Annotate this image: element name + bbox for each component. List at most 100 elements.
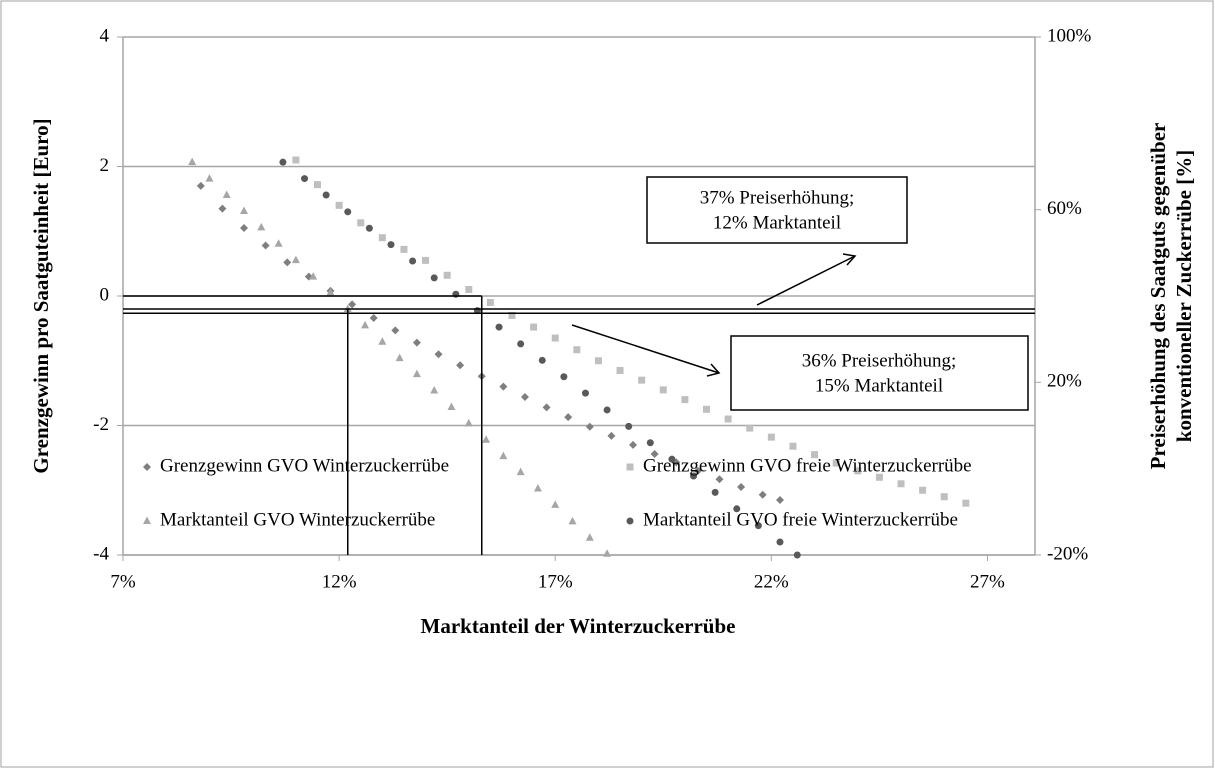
marker-square bbox=[378, 234, 386, 242]
legend-label: Marktanteil GVO freie Winterzuckerrübe bbox=[643, 509, 958, 530]
marker-square bbox=[681, 396, 689, 404]
marker-circle bbox=[387, 241, 395, 249]
arrow bbox=[756, 255, 856, 306]
marker-square bbox=[703, 405, 711, 413]
marker-square bbox=[443, 271, 451, 279]
marker-diamond bbox=[585, 422, 594, 431]
marker-square bbox=[465, 286, 473, 294]
legend-label: Marktanteil GVO Winterzuckerrübe bbox=[160, 509, 435, 530]
marker-square bbox=[422, 256, 430, 264]
marker-diamond bbox=[434, 350, 443, 359]
marker-circle bbox=[322, 191, 330, 199]
annotation-box bbox=[730, 335, 1029, 411]
marker-triangle bbox=[395, 353, 404, 362]
marker-circle bbox=[733, 505, 741, 513]
marker-diamond bbox=[456, 361, 465, 370]
arrow-head bbox=[706, 363, 721, 377]
marker-diamond bbox=[283, 258, 292, 267]
marker-square bbox=[551, 334, 559, 342]
marker-square bbox=[854, 467, 862, 475]
annotation-box bbox=[646, 176, 908, 244]
marker-triangle bbox=[585, 533, 594, 541]
annotation-text: 36% Preiserhöhung; bbox=[802, 350, 957, 371]
marker-square bbox=[659, 386, 667, 394]
marker-triangle bbox=[464, 418, 473, 427]
marker-triangle bbox=[205, 174, 214, 182]
marker-circle bbox=[581, 389, 589, 397]
marker-diamond bbox=[391, 326, 400, 335]
marker-diamond bbox=[564, 413, 573, 422]
marker-square bbox=[335, 201, 343, 209]
y2-axis-title: konventioneller Zuckerrübe [%] bbox=[1172, 150, 1196, 442]
marker-diamond bbox=[218, 204, 227, 213]
marker-square bbox=[897, 480, 905, 488]
marker-square bbox=[724, 415, 732, 423]
marker-diamond bbox=[143, 463, 151, 471]
marker-diamond bbox=[607, 431, 616, 440]
marker-circle bbox=[625, 422, 633, 430]
y2-tick-label: 100% bbox=[1047, 25, 1092, 46]
marker-circle bbox=[344, 208, 352, 216]
y-tick-label: -4 bbox=[93, 543, 109, 564]
marker-square bbox=[832, 459, 840, 467]
annotation-text: 15% Marktanteil bbox=[815, 375, 943, 396]
marker-triangle bbox=[603, 549, 612, 557]
marker-square bbox=[530, 323, 538, 331]
marker-circle bbox=[279, 158, 287, 166]
marker-square bbox=[919, 486, 927, 494]
marker-circle bbox=[538, 356, 546, 364]
marker-triangle bbox=[222, 190, 231, 198]
x-axis-title: Marktanteil der Winterzuckerrübe bbox=[421, 614, 736, 638]
marker-triangle bbox=[533, 484, 542, 492]
x-tick-label: 12% bbox=[322, 571, 357, 592]
x-tick-label: 27% bbox=[970, 571, 1005, 592]
marker-diamond bbox=[775, 495, 784, 504]
marker-triangle bbox=[430, 386, 439, 394]
marker-triangle bbox=[188, 157, 197, 166]
marker-circle bbox=[560, 373, 568, 381]
arrows bbox=[571, 253, 857, 377]
x-tick-label: 7% bbox=[110, 571, 136, 592]
marker-square bbox=[400, 245, 408, 253]
marker-square bbox=[962, 499, 970, 507]
marker-square bbox=[292, 156, 300, 164]
marker-triangle bbox=[143, 516, 151, 524]
marker-diamond bbox=[629, 440, 638, 449]
marker-circle bbox=[301, 175, 309, 183]
marker-square bbox=[508, 311, 516, 319]
marker-triangle bbox=[274, 239, 283, 247]
marker-diamond bbox=[715, 475, 724, 484]
marker-triangle bbox=[291, 255, 300, 264]
marker-triangle bbox=[326, 288, 335, 296]
marker-circle bbox=[430, 274, 438, 282]
arrow-head bbox=[842, 253, 857, 266]
marker-diamond bbox=[499, 382, 508, 391]
marker-circle bbox=[646, 439, 654, 447]
marker-triangle bbox=[447, 402, 456, 410]
y-axis-title: Grenzgewinn pro Saatguteinheit [Euro] bbox=[29, 118, 53, 473]
marker-circle bbox=[603, 406, 611, 414]
marker-diamond bbox=[348, 300, 357, 309]
marker-square bbox=[638, 376, 646, 384]
marker-diamond bbox=[650, 449, 659, 458]
marker-circle bbox=[754, 522, 762, 530]
y2-tick-label: 20% bbox=[1047, 371, 1082, 392]
marker-diamond bbox=[412, 338, 421, 347]
marker-circle bbox=[365, 224, 373, 232]
annotation-text: 12% Marktanteil bbox=[713, 212, 841, 233]
y2-tick-label: -20% bbox=[1047, 543, 1088, 564]
marker-diamond bbox=[520, 393, 529, 402]
marker-diamond bbox=[196, 181, 205, 190]
x-tick-label: 17% bbox=[538, 571, 573, 592]
arrow bbox=[571, 324, 720, 374]
marker-diamond bbox=[693, 466, 702, 475]
marker-triangle bbox=[412, 369, 421, 378]
marker-circle bbox=[690, 472, 698, 480]
marker-triangle bbox=[240, 206, 249, 214]
marker-triangle bbox=[361, 320, 370, 329]
y-tick-label: 0 bbox=[100, 284, 110, 305]
legend-label: Grenzgewinn GVO freie Winterzuckerrübe bbox=[643, 455, 972, 476]
